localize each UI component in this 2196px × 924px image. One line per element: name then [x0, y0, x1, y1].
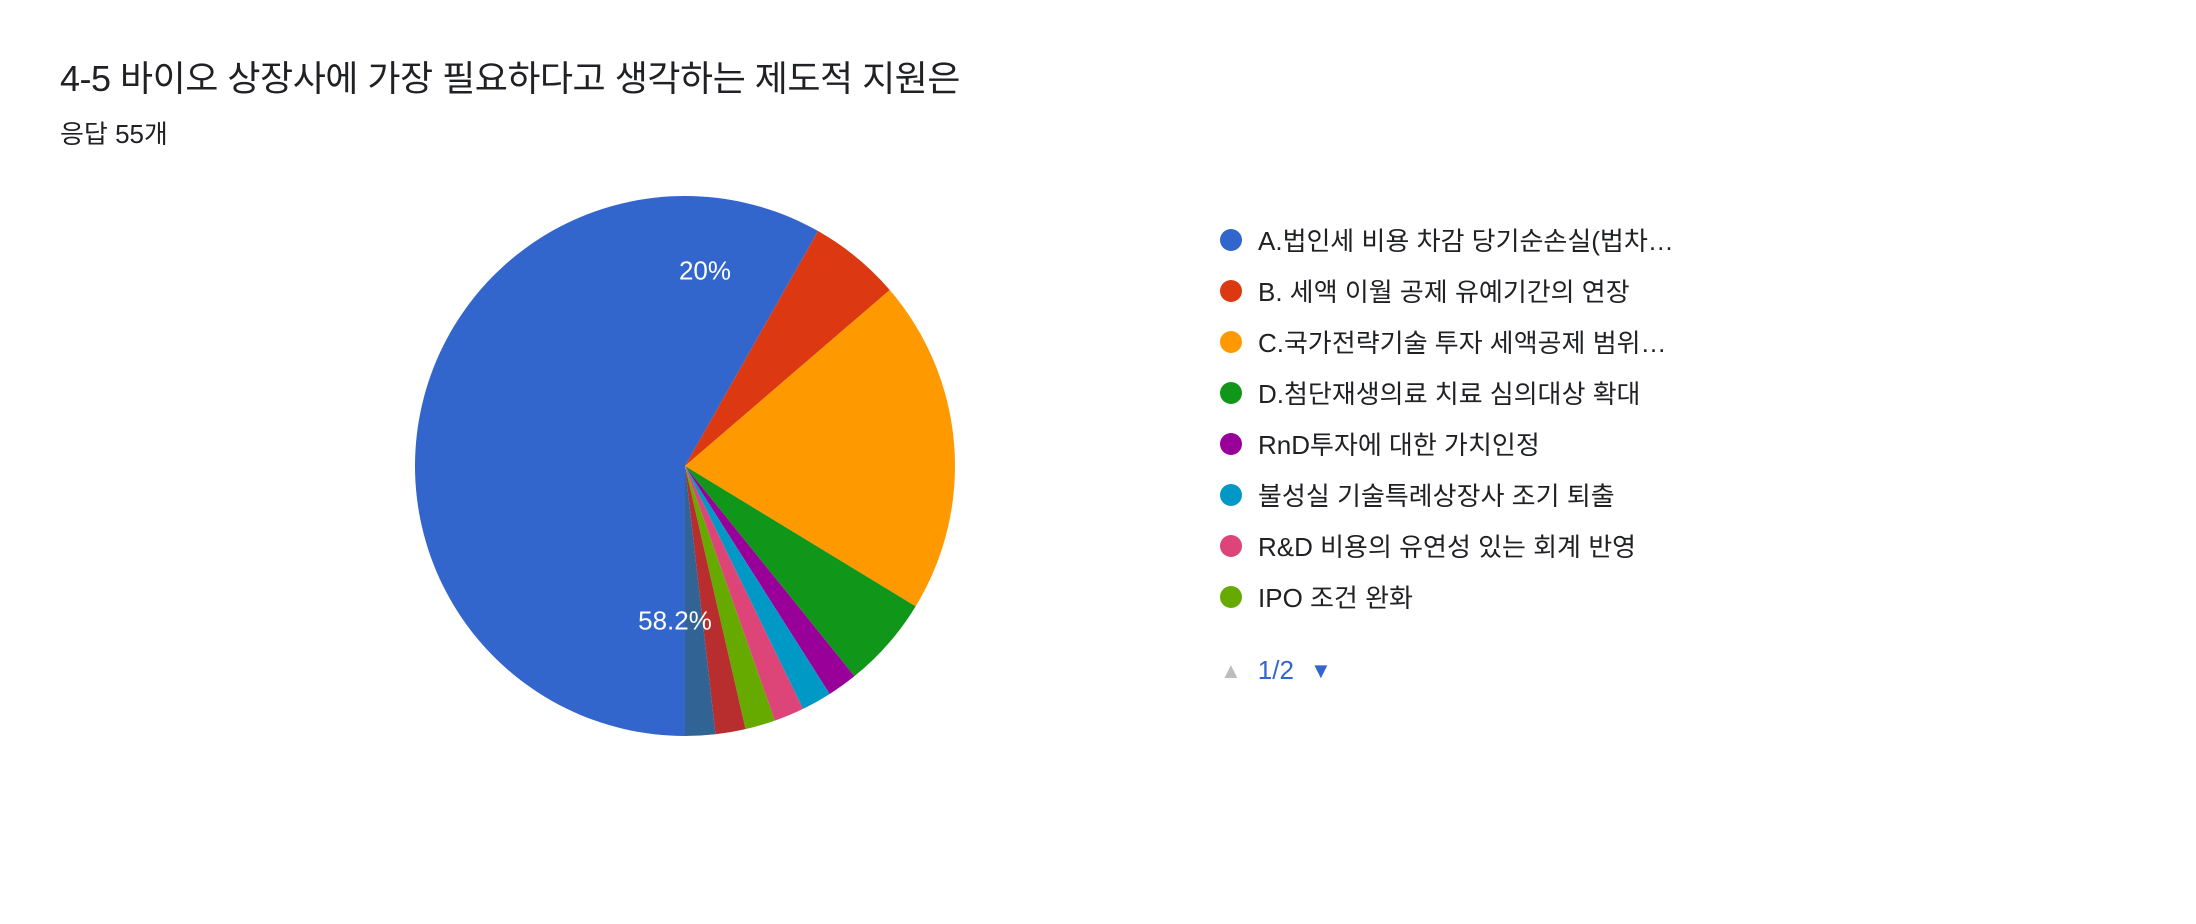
chart-title: 4-5 바이오 상장사에 가장 필요하다고 생각하는 제도적 지원은 [60, 50, 2136, 102]
legend-item[interactable]: R&D 비용의 유연성 있는 회계 반영 [1220, 527, 1674, 564]
legend-item[interactable]: RnD투자에 대한 가치인정 [1220, 425, 1674, 462]
chart-container: 4-5 바이오 상장사에 가장 필요하다고 생각하는 제도적 지원은 응답 55… [0, 0, 2196, 791]
pager-next-icon[interactable]: ▼ [1310, 658, 1332, 684]
legend: A.법인세 비용 차감 당기순손실(법차… B. 세액 이월 공제 유예기간의 연… [1220, 221, 1674, 686]
legend-dot-icon [1220, 280, 1242, 302]
legend-label: 불성실 기술특례상장사 조기 퇴출 [1258, 476, 1615, 513]
legend-dot-icon [1220, 229, 1242, 251]
legend-dot-icon [1220, 382, 1242, 404]
legend-label: A.법인세 비용 차감 당기순손실(법차… [1258, 221, 1674, 258]
legend-item[interactable]: C.국가전략기술 투자 세액공제 범위… [1220, 323, 1674, 360]
legend-label: B. 세액 이월 공제 유예기간의 연장 [1258, 272, 1630, 309]
chart-area: 58.2%20% A.법인세 비용 차감 당기순손실(법차… B. 세액 이월 공… [60, 191, 2136, 741]
legend-pager: ▲ 1/2 ▼ [1220, 655, 1674, 686]
legend-item[interactable]: IPO 조건 완화 [1220, 578, 1674, 615]
legend-label: RnD투자에 대한 가치인정 [1258, 425, 1540, 462]
pie-chart: 58.2%20% [410, 191, 960, 741]
pager-prev-icon[interactable]: ▲ [1220, 658, 1242, 684]
legend-item[interactable]: D.첨단재생의료 치료 심의대상 확대 [1220, 374, 1674, 411]
legend-label: D.첨단재생의료 치료 심의대상 확대 [1258, 374, 1641, 411]
pie-svg [410, 191, 960, 741]
pager-text: 1/2 [1258, 655, 1294, 686]
response-count: 응답 55개 [60, 114, 2136, 151]
legend-dot-icon [1220, 433, 1242, 455]
legend-dot-icon [1220, 484, 1242, 506]
legend-label: C.국가전략기술 투자 세액공제 범위… [1258, 323, 1667, 360]
legend-dot-icon [1220, 586, 1242, 608]
legend-label: R&D 비용의 유연성 있는 회계 반영 [1258, 527, 1636, 564]
legend-dot-icon [1220, 331, 1242, 353]
legend-dot-icon [1220, 535, 1242, 557]
legend-item[interactable]: 불성실 기술특례상장사 조기 퇴출 [1220, 476, 1674, 513]
legend-item[interactable]: B. 세액 이월 공제 유예기간의 연장 [1220, 272, 1674, 309]
legend-item[interactable]: A.법인세 비용 차감 당기순손실(법차… [1220, 221, 1674, 258]
legend-label: IPO 조건 완화 [1258, 578, 1413, 615]
